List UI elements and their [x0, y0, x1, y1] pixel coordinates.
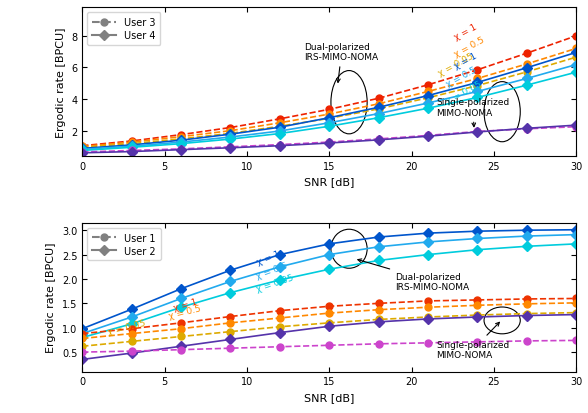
Legend: User 1, User 2: User 1, User 2 — [87, 228, 161, 261]
Text: χ = 0.5: χ = 0.5 — [445, 65, 478, 88]
Text: χ = 1: χ = 1 — [173, 297, 199, 312]
Text: χ = 0.05: χ = 0.05 — [445, 79, 483, 105]
Text: χ = 1: χ = 1 — [453, 52, 479, 71]
Text: χ = 0.05: χ = 0.05 — [255, 273, 295, 293]
Text: Single-polarized
MIMO-NOMA: Single-polarized MIMO-NOMA — [436, 98, 510, 127]
Y-axis label: Ergodic rate [BPCU]: Ergodic rate [BPCU] — [46, 242, 56, 353]
Text: χ = 0.5: χ = 0.5 — [255, 261, 289, 280]
Text: χ = 0.5: χ = 0.5 — [168, 304, 202, 320]
Text: χ = 0.05: χ = 0.05 — [436, 52, 475, 78]
Y-axis label: Ergodic rate [BPCU]: Ergodic rate [BPCU] — [56, 27, 66, 138]
Text: Single-polarized
MIMO-NOMA: Single-polarized MIMO-NOMA — [436, 323, 510, 359]
Text: χ = 1: χ = 1 — [453, 23, 479, 42]
Text: χ = 0.05: χ = 0.05 — [107, 319, 146, 337]
X-axis label: SNR [dB]: SNR [dB] — [304, 392, 355, 402]
Text: Dual-polarized
IRS-MIMO-NOMA: Dual-polarized IRS-MIMO-NOMA — [358, 259, 469, 292]
Text: χ = 1: χ = 1 — [255, 249, 281, 267]
Text: χ = 0.5: χ = 0.5 — [453, 36, 486, 59]
Text: Dual-polarized
IRS-MIMO-NOMA: Dual-polarized IRS-MIMO-NOMA — [305, 43, 379, 83]
Legend: User 3, User 4: User 3, User 4 — [87, 13, 161, 46]
X-axis label: SNR [dB]: SNR [dB] — [304, 177, 355, 187]
